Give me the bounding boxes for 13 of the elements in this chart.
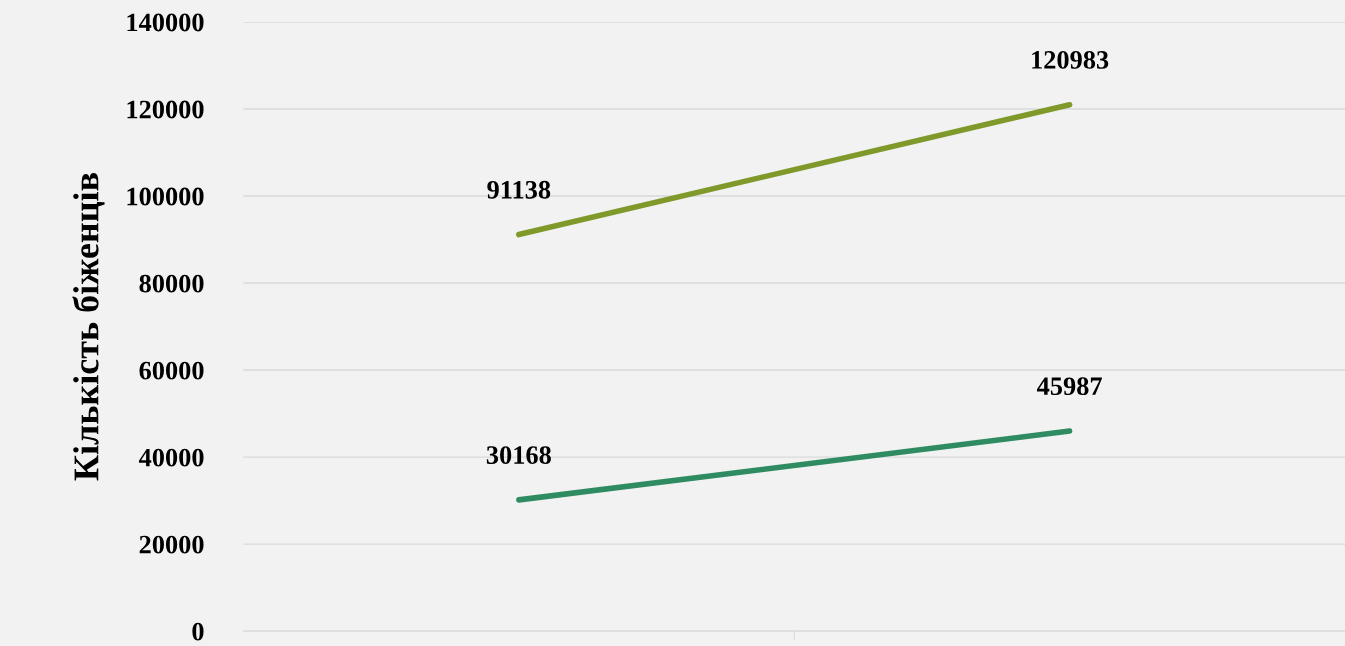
data-label: 120983 bbox=[1032, 50, 1109, 69]
y-tick-label: 120000 bbox=[127, 100, 204, 119]
y-tick-label: 80000 bbox=[139, 274, 204, 293]
y-tick-label: 60000 bbox=[139, 361, 204, 380]
y-tick-label: 140000 bbox=[127, 13, 204, 32]
data-label: 30168 bbox=[486, 446, 551, 464]
data-label: 91138 bbox=[487, 180, 551, 199]
data-label: 45987 bbox=[1036, 377, 1102, 396]
y-tick-label: 100000 bbox=[127, 187, 204, 206]
y-tick-label: 20000 bbox=[139, 535, 204, 554]
y-tick-label: 40000 bbox=[138, 448, 204, 467]
y-axis-title: Кількість біженців bbox=[72, 173, 105, 481]
y-tick-label: 0 bbox=[192, 622, 204, 641]
